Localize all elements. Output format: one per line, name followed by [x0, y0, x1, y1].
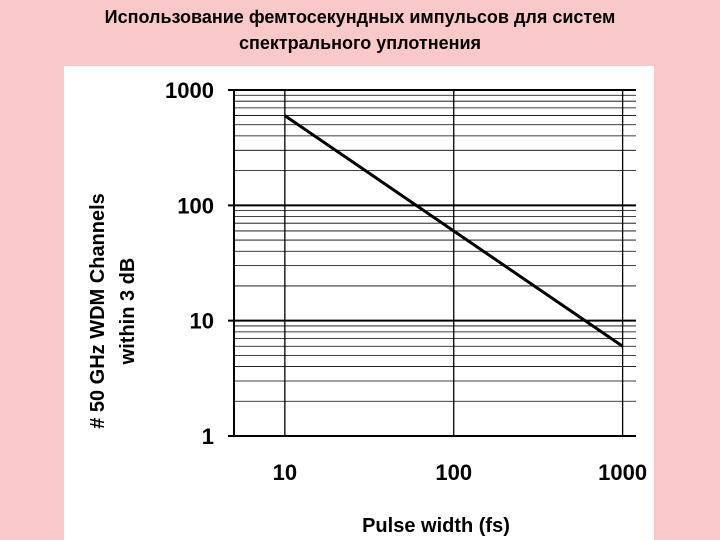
slide-title-line-1: Использование фемтосекундных импульсов д…: [104, 7, 616, 27]
slide-title: Использование фемтосекундных импульсов д…: [0, 4, 720, 56]
y-tick-label: 1000: [165, 78, 214, 103]
y-axis-title-line-2: within 3 dB: [117, 258, 139, 366]
y-tick-label: 1: [202, 424, 214, 449]
grid: [228, 89, 636, 437]
tick-labels: 1 10 100 1000 10 100 1000: [165, 78, 647, 485]
slide-title-line-2: спектрального уплотнения: [238, 33, 482, 53]
chart-panel: 1 10 100 1000 10 100 1000 Pulse width (fs) # 5…: [64, 66, 654, 540]
y-axis-title-line-1: # 50 GHz WDM Channels: [87, 193, 109, 429]
x-tick-label: 100: [435, 460, 472, 485]
series: [283, 114, 624, 348]
series-line: [283, 114, 624, 348]
chart: 1 10 100 1000 10 100 1000 Pulse width (fs) # 5…: [87, 78, 647, 537]
x-tick-label: 1000: [598, 460, 647, 485]
x-axis-title: Pulse width (fs): [362, 515, 510, 537]
x-tick-label: 10: [273, 460, 297, 485]
y-tick-label: 10: [190, 309, 214, 334]
y-tick-label: 100: [177, 193, 214, 218]
